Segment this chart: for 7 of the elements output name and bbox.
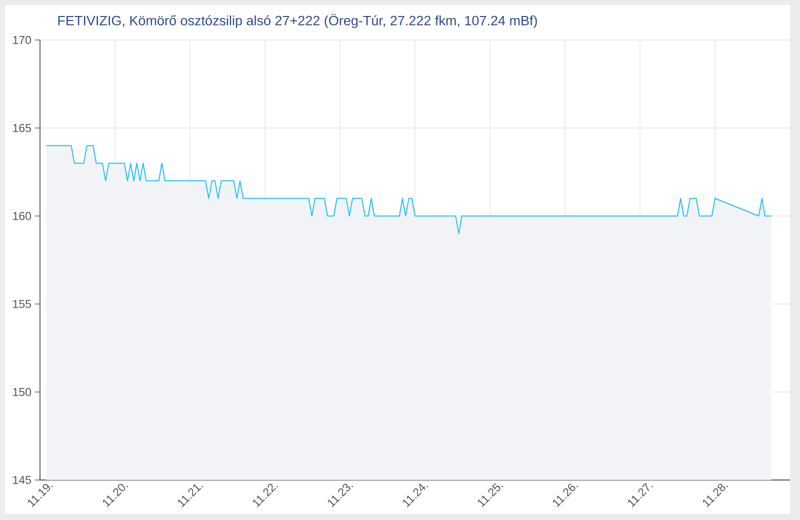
y-tick-label: 165 (13, 124, 31, 132)
y-tick-label: 145 (13, 476, 31, 484)
y-tick-label: 155 (13, 300, 31, 308)
y-tick-label: 170 (13, 36, 32, 44)
chart-title: FETIVIZIG, Kömörő osztózsilip alsó 27+222 (Öreg-Túr, 27.222 fkm, 107.24 mBf) (58, 14, 537, 28)
y-tick-label: 160 (13, 212, 32, 220)
y-tick-label: 150 (13, 388, 32, 396)
